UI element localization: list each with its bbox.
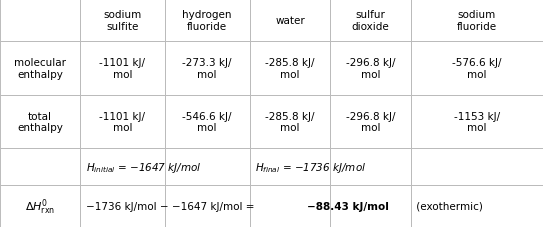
Text: molecular
enthalpy: molecular enthalpy (14, 58, 66, 79)
Bar (411, 185, 543, 227)
Bar (80, 95, 165, 149)
Text: -296.8 kJ/
mol: -296.8 kJ/ mol (345, 111, 395, 133)
Text: -1101 kJ/
mol: -1101 kJ/ mol (99, 58, 146, 79)
Bar (411, 42, 543, 95)
Text: -546.6 kJ/
mol: -546.6 kJ/ mol (182, 111, 232, 133)
Text: -1101 kJ/
mol: -1101 kJ/ mol (99, 111, 146, 133)
Text: -285.8 kJ/
mol: -285.8 kJ/ mol (265, 111, 315, 133)
Bar (250, 42, 330, 95)
Bar (330, 0, 411, 42)
Text: -273.3 kJ/
mol: -273.3 kJ/ mol (182, 58, 232, 79)
Text: $H_\mathregular{final}$ = −1736 kJ/mol: $H_\mathregular{final}$ = −1736 kJ/mol (255, 160, 367, 174)
Bar (330, 42, 411, 95)
Text: sodium
sulfite: sodium sulfite (103, 10, 142, 32)
Bar (80, 42, 165, 95)
Text: sodium
fluoride: sodium fluoride (457, 10, 497, 32)
Bar (330, 149, 411, 185)
Bar (80, 185, 165, 227)
Bar (0, 42, 80, 95)
Text: (exothermic): (exothermic) (413, 201, 483, 211)
Bar (330, 95, 411, 149)
Bar (250, 185, 330, 227)
Text: sulfur
dioxide: sulfur dioxide (351, 10, 389, 32)
Text: $\Delta H^0_\mathregular{rxn}$: $\Delta H^0_\mathregular{rxn}$ (25, 196, 55, 216)
Bar (80, 149, 165, 185)
Bar (165, 185, 250, 227)
Text: -296.8 kJ/
mol: -296.8 kJ/ mol (345, 58, 395, 79)
Bar (165, 149, 250, 185)
Text: hydrogen
fluoride: hydrogen fluoride (182, 10, 232, 32)
Text: total
enthalpy: total enthalpy (17, 111, 63, 133)
Bar (0, 0, 80, 42)
Bar (330, 185, 411, 227)
Bar (0, 149, 80, 185)
Bar (80, 0, 165, 42)
Text: -1153 kJ/
mol: -1153 kJ/ mol (454, 111, 500, 133)
Text: -576.6 kJ/
mol: -576.6 kJ/ mol (452, 58, 502, 79)
Text: $H_\mathregular{initial}$ = −1647 kJ/mol: $H_\mathregular{initial}$ = −1647 kJ/mol (86, 160, 201, 174)
Bar (165, 42, 250, 95)
Text: water: water (275, 16, 305, 26)
Bar (250, 149, 330, 185)
Bar (165, 95, 250, 149)
Bar (411, 149, 543, 185)
Bar (250, 95, 330, 149)
Text: -285.8 kJ/
mol: -285.8 kJ/ mol (265, 58, 315, 79)
Bar (0, 185, 80, 227)
Bar (250, 0, 330, 42)
Text: −1736 kJ/mol − −1647 kJ/mol =: −1736 kJ/mol − −1647 kJ/mol = (86, 201, 257, 211)
Bar (411, 95, 543, 149)
Bar (0, 95, 80, 149)
Bar (411, 0, 543, 42)
Bar (165, 0, 250, 42)
Text: −88.43 kJ/mol: −88.43 kJ/mol (307, 201, 389, 211)
